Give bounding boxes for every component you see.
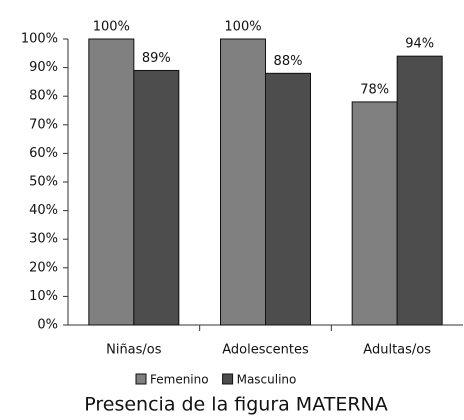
- y-tick-label: 60%: [29, 146, 58, 161]
- y-tick-label: 70%: [29, 117, 58, 132]
- bar: [265, 72, 311, 326]
- y-tick-label: 10%: [29, 289, 58, 304]
- value-label: 88%: [274, 54, 303, 69]
- value-label: 100%: [93, 20, 130, 35]
- x-tick-label: Niñas/os: [106, 343, 162, 358]
- legend-swatch: [135, 373, 147, 385]
- bar: [220, 38, 266, 326]
- y-tick-label: 80%: [29, 89, 58, 104]
- x-tick-label: Adultas/os: [363, 343, 431, 358]
- value-label: 100%: [224, 20, 261, 35]
- y-tick-label: 0%: [37, 318, 58, 333]
- bar: [351, 101, 398, 326]
- legend-label: Masculino: [237, 373, 297, 387]
- bar: [88, 38, 135, 326]
- y-tick-label: 20%: [29, 260, 58, 275]
- value-label: 78%: [360, 82, 389, 97]
- value-label: 89%: [142, 51, 171, 66]
- y-tick-label: 90%: [29, 60, 58, 75]
- bar: [396, 55, 443, 326]
- chart-title: Presencia de la figura MATERNA: [84, 394, 388, 416]
- y-tick-label: 30%: [29, 232, 58, 247]
- y-tick-label: 50%: [29, 175, 58, 190]
- legend-label: Femenino: [150, 373, 209, 387]
- x-tick-label: Adolescentes: [222, 343, 309, 358]
- y-tick-label: 100%: [21, 32, 58, 47]
- legend-swatch: [222, 373, 234, 385]
- value-label: 94%: [405, 37, 434, 52]
- bar: [133, 69, 180, 326]
- y-tick-label: 40%: [29, 203, 58, 218]
